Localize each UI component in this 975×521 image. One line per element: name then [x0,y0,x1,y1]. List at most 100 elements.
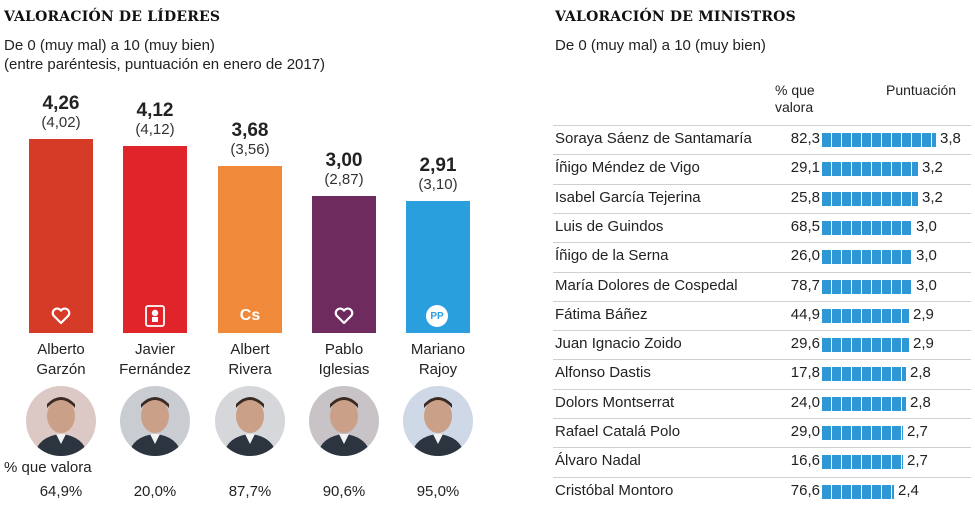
leader-first-name: Mariano [410,341,466,358]
leader-score-label: 4,12 [136,100,174,121]
minister-score: 3,2 [922,189,943,206]
leader-last-name: Fernández [119,361,191,378]
minister-score: 3,0 [916,247,937,264]
minister-score-bar [822,485,894,499]
col-pct-line2: valora [775,99,814,115]
minister-row: Soraya Sáenz de Santamaría 82,3 3,8 [553,125,971,155]
minister-pct: 44,9 [790,306,820,323]
leader-first-name: Javier [134,341,175,358]
minister-score: 3,2 [922,159,943,176]
minister-pct: 24,0 [790,394,820,411]
leader-first-name: Pablo [324,341,364,358]
minister-row: Dolors Montserrat 24,0 2,8 [553,389,971,419]
leaders-pct-label: % que valora [4,459,92,476]
col-pct-line1: % que [775,82,815,98]
ministers-col-score-header: Puntuación [886,82,957,98]
minister-pct: 29,6 [790,335,820,352]
leader-previous-score: (2,87) [324,171,364,188]
leader-portrait [309,386,379,456]
leader-score-label: 3,68 [231,120,269,141]
leaders-title: VALORACIÓN DE LÍDERES [4,9,221,25]
leader-previous-score: (3,56) [230,141,270,158]
minister-score-bar [822,367,906,381]
minister-name: Fátima Báñez [555,306,648,323]
minister-score-bar [822,280,912,294]
leader-portrait [120,386,190,456]
pp-logo-icon: PP [426,305,448,327]
heart-icon [49,305,73,327]
leader-pct-value: 87,7% [228,483,272,500]
minister-score: 2,7 [907,452,928,469]
minister-pct: 29,0 [790,423,820,440]
leader-bar [218,166,282,333]
leaders-subtitle: De 0 (muy mal) a 10 (muy bien) [4,37,215,54]
minister-name: Álvaro Nadal [555,452,641,469]
minister-score: 2,7 [907,423,928,440]
psoe-rose-icon [143,305,167,327]
minister-name: Juan Ignacio Zoido [555,335,682,352]
minister-row: Íñigo de la Serna 26,0 3,0 [553,242,971,272]
leader-previous-score: (4,02) [41,114,81,131]
minister-row: Íñigo Méndez de Vigo 29,1 3,2 [553,154,971,184]
minister-score-bar [822,192,918,206]
leader-first-name: Albert [230,341,270,358]
leader-last-name: Rajoy [418,361,458,378]
leader-pct-value: 90,6% [322,483,366,500]
minister-pct: 16,6 [790,452,820,469]
minister-pct: 76,6 [790,482,820,499]
minister-pct: 26,0 [790,247,820,264]
leader-portrait [215,386,285,456]
leader-pct-value: 64,9% [39,483,83,500]
minister-name: Alfonso Dastis [555,364,651,381]
leader-portrait [403,386,473,456]
leader-portrait [26,386,96,456]
minister-score-bar [822,397,906,411]
minister-name: Dolors Montserrat [555,394,675,411]
minister-row: Isabel García Tejerina 25,8 3,2 [553,184,971,214]
minister-row: Fátima Báñez 44,9 2,9 [553,301,971,331]
minister-name: Soraya Sáenz de Santamaría [555,130,752,147]
minister-score-bar [822,309,909,323]
leader-previous-score: (4,12) [135,121,175,138]
leader-bar [29,139,93,333]
minister-score: 2,9 [913,306,934,323]
minister-score: 2,8 [910,394,931,411]
ministers-subtitle: De 0 (muy mal) a 10 (muy bien) [555,37,766,54]
minister-score: 3,8 [940,130,961,147]
minister-pct: 78,7 [790,277,820,294]
minister-row: Alfonso Dastis 17,8 2,8 [553,359,971,389]
minister-pct: 68,5 [790,218,820,235]
minister-score: 3,0 [916,277,937,294]
minister-score-bar [822,133,936,147]
minister-score: 2,9 [913,335,934,352]
minister-score-bar [822,250,912,264]
leader-bar [123,146,187,333]
minister-score-bar [822,455,903,469]
minister-score-bar [822,221,912,235]
minister-pct: 82,3 [790,130,820,147]
leader-score-label: 2,91 [419,155,457,176]
minister-name: Íñigo Méndez de Vigo [555,159,700,176]
minister-score: 2,8 [910,364,931,381]
minister-row: Juan Ignacio Zoido 29,6 2,9 [553,330,971,360]
leader-last-name: Garzón [36,361,86,378]
ministers-title: VALORACIÓN DE MINISTROS [555,9,796,25]
leader-last-name: Iglesias [318,361,370,378]
minister-score-bar [822,162,918,176]
leader-score-label: 3,00 [325,150,363,171]
cs-logo-icon: Cs [239,307,261,324]
leader-pct-value: 20,0% [133,483,177,500]
minister-score: 3,0 [916,218,937,235]
leaders-subtitle-note: (entre paréntesis, puntuación en enero d… [4,56,326,73]
minister-name: Íñigo de la Serna [555,247,669,264]
minister-score-bar [822,426,903,440]
minister-row: María Dolores de Cospedal 78,7 3,0 [553,272,971,302]
leader-score-label: 4,26 [42,93,80,114]
minister-name: María Dolores de Cospedal [555,277,738,294]
minister-name: Luis de Guindos [555,218,664,235]
ministers-col-pct-header: % que valora [775,82,815,116]
minister-name: Cristóbal Montoro [555,482,674,499]
minister-name: Rafael Catalá Polo [555,423,681,440]
heart-icon [332,305,356,327]
minister-row: Cristóbal Montoro 76,6 2,4 [553,477,971,507]
